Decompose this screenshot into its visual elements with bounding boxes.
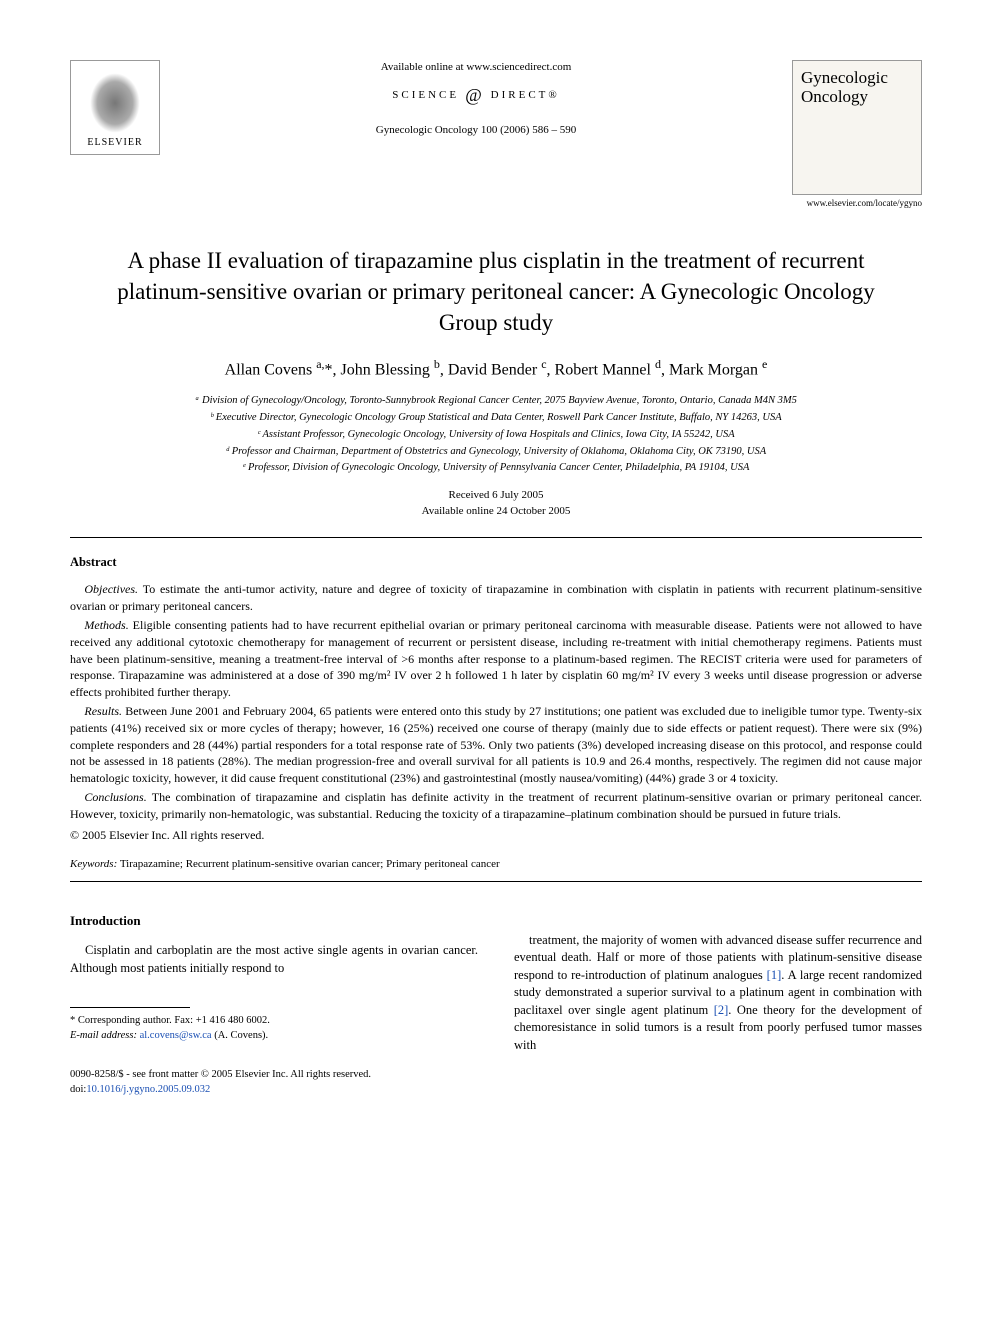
email-link[interactable]: al.covens@sw.ca [140,1030,212,1041]
keywords-text: Tirapazamine; Recurrent platinum-sensiti… [120,858,500,870]
affiliation-line: ᵃ Division of Gynecology/Oncology, Toron… [70,393,922,409]
corresponding-author: * Corresponding author. Fax: +1 416 480 … [70,1014,478,1029]
abstract-section-label: Methods. [84,618,132,632]
keywords-line: Keywords: Tirapazamine; Recurrent platin… [70,857,922,872]
journal-name: Gynecologic Oncology [801,69,913,106]
authors-line: Allan Covens a,*, John Blessing b, David… [70,356,922,382]
front-matter-line: 0090-8258/$ - see front matter © 2005 El… [70,1068,371,1083]
affiliations: ᵃ Division of Gynecology/Oncology, Toron… [70,393,922,476]
ref-link-2[interactable]: [2] [714,1003,729,1017]
email-suffix: (A. Covens). [214,1030,268,1041]
page-header: ELSEVIER Available online at www.science… [70,60,922,210]
sciencedirect-logo: SCIENCE @ DIRECT® [392,83,559,108]
abstract-section-label: Conclusions. [84,790,151,804]
abstract-body: Objectives. To estimate the anti-tumor a… [70,581,922,822]
elsevier-label: ELSEVIER [87,136,142,150]
abstract-section-label: Objectives. [84,582,142,596]
sd-at-icon: @ [465,83,485,108]
affiliation-line: ᶜ Assistant Professor, Gynecologic Oncol… [70,427,922,443]
citation-line: Gynecologic Oncology 100 (2006) 586 – 59… [180,123,772,138]
intro-columns: Introduction Cisplatin and carboplatin a… [70,888,922,1055]
received-date: Received 6 July 2005 [70,488,922,503]
abstract-section: Results. Between June 2001 and February … [70,703,922,787]
online-date: Available online 24 October 2005 [70,504,922,519]
elsevier-tree-icon [90,73,140,133]
intro-para-right: treatment, the majority of women with ad… [514,932,922,1055]
keywords-label: Keywords: [70,858,117,870]
email-label: E-mail address: [70,1030,137,1041]
abstract-section: Methods. Eligible consenting patients ha… [70,617,922,701]
elsevier-logo: ELSEVIER [70,60,160,155]
ref-link-1[interactable]: [1] [767,968,782,982]
doi-link[interactable]: 10.1016/j.ygyno.2005.09.032 [86,1084,210,1095]
intro-heading: Introduction [70,912,478,930]
abstract-section-text: To estimate the anti-tumor activity, nat… [70,582,922,613]
article-dates: Received 6 July 2005 Available online 24… [70,488,922,519]
footnotes: * Corresponding author. Fax: +1 416 480 … [70,1014,478,1043]
journal-cover: Gynecologic Oncology [792,60,922,195]
footnote-separator [70,1007,190,1008]
abstract-section: Conclusions. The combination of tirapaza… [70,789,922,823]
abstract-section: Objectives. To estimate the anti-tumor a… [70,581,922,615]
abstract-heading: Abstract [70,554,922,572]
affiliation-line: ᵇ Executive Director, Gynecologic Oncolo… [70,410,922,426]
intro-para-left: Cisplatin and carboplatin are the most a… [70,942,478,977]
abstract-section-text: The combination of tirapazamine and cisp… [70,790,922,821]
page-footer: 0090-8258/$ - see front matter © 2005 El… [70,1068,922,1097]
article-title: A phase II evaluation of tirapazamine pl… [110,245,882,338]
affiliation-line: ᵈ Professor and Chairman, Department of … [70,444,922,460]
rule-top [70,537,922,538]
intro-col-right: treatment, the majority of women with ad… [514,888,922,1055]
abstract-section-text: Eligible consenting patients had to have… [70,618,922,699]
doi-label: doi: [70,1084,86,1095]
rule-bottom [70,881,922,882]
sd-right: DIRECT® [491,88,560,103]
email-line: E-mail address: al.covens@sw.ca (A. Cove… [70,1029,478,1044]
affiliation-line: ᵉ Professor, Division of Gynecologic Onc… [70,460,922,476]
sd-left: SCIENCE [392,88,459,103]
center-header: Available online at www.sciencedirect.co… [160,60,792,138]
intro-col-left: Introduction Cisplatin and carboplatin a… [70,888,478,1055]
journal-url: www.elsevier.com/locate/ygyno [807,197,922,210]
available-online-line: Available online at www.sciencedirect.co… [180,60,772,75]
abstract-section-label: Results. [84,704,125,718]
abstract-copyright: © 2005 Elsevier Inc. All rights reserved… [70,827,922,844]
footer-left: 0090-8258/$ - see front matter © 2005 El… [70,1068,371,1097]
doi-line: doi:10.1016/j.ygyno.2005.09.032 [70,1083,371,1098]
abstract-section-text: Between June 2001 and February 2004, 65 … [70,704,922,785]
